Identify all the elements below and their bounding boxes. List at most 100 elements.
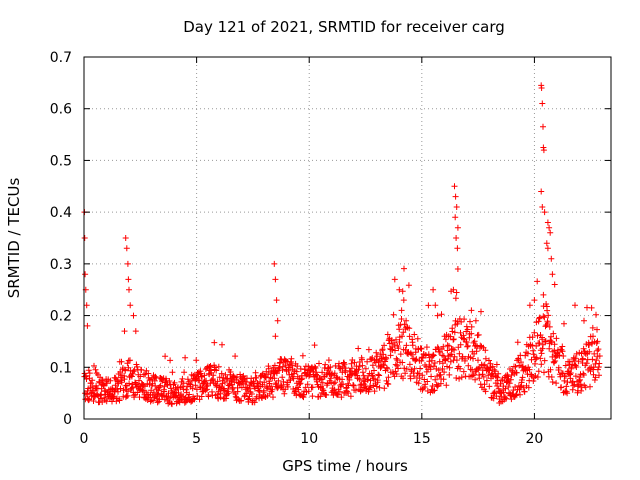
data-point <box>409 351 415 358</box>
data-point <box>346 376 353 383</box>
data-point <box>432 376 439 383</box>
data-point <box>564 379 571 386</box>
x-tick-label: 0 <box>80 431 89 447</box>
data-point <box>561 320 567 327</box>
data-point <box>197 370 204 377</box>
data-point <box>469 372 476 379</box>
data-point <box>330 380 337 387</box>
data-point <box>481 361 488 368</box>
data-point <box>461 316 468 323</box>
data-point <box>440 343 447 350</box>
data-point <box>580 372 587 378</box>
data-point <box>273 297 280 304</box>
data-point <box>464 343 471 350</box>
data-point <box>467 318 473 325</box>
data-point <box>446 364 453 371</box>
data-point <box>454 266 461 272</box>
data-point <box>453 204 460 210</box>
data-point <box>468 323 475 330</box>
data-point <box>414 335 421 342</box>
data-point <box>203 377 210 384</box>
data-point <box>439 365 446 372</box>
data-point <box>516 362 523 369</box>
data-point <box>96 378 103 385</box>
data-point <box>478 308 484 315</box>
data-point <box>542 338 549 344</box>
data-point <box>493 393 500 400</box>
data-point <box>403 317 410 324</box>
data-point <box>456 375 463 382</box>
data-point <box>238 397 245 404</box>
data-point <box>495 370 502 377</box>
data-point <box>544 245 551 252</box>
data-point <box>351 359 358 366</box>
data-point <box>198 393 205 400</box>
data-point <box>391 341 398 348</box>
data-point <box>513 391 520 398</box>
data-point <box>436 358 443 365</box>
data-point <box>400 375 406 382</box>
data-point <box>531 297 538 304</box>
data-point <box>123 245 130 252</box>
data-point <box>539 204 546 210</box>
data-point <box>369 372 376 379</box>
data-point <box>302 384 309 391</box>
data-point <box>328 371 335 378</box>
data-point <box>184 376 191 383</box>
data-point <box>544 320 551 326</box>
data-point <box>572 302 578 309</box>
data-point <box>547 229 554 236</box>
data-point <box>260 387 267 394</box>
data-point <box>541 209 548 216</box>
data-point <box>136 394 143 401</box>
data-point <box>251 399 258 406</box>
data-point <box>475 365 482 372</box>
data-point <box>419 355 426 361</box>
data-point <box>323 392 330 398</box>
data-point <box>549 379 556 385</box>
data-point <box>85 367 92 374</box>
data-point <box>381 385 388 392</box>
data-point <box>542 338 548 345</box>
data-point <box>336 388 343 395</box>
data-point <box>542 323 549 330</box>
data-point <box>468 307 475 314</box>
data-point <box>548 374 555 380</box>
data-point <box>549 271 556 278</box>
data-point <box>586 365 593 372</box>
data-point <box>347 393 354 400</box>
data-point <box>405 282 412 289</box>
data-point <box>551 341 558 348</box>
data-point <box>161 388 168 395</box>
data-point <box>92 366 99 373</box>
data-point <box>215 363 222 370</box>
data-point <box>582 384 589 391</box>
data-point <box>536 315 543 322</box>
data-point <box>534 278 541 285</box>
data-point <box>384 331 391 338</box>
data-point <box>297 380 304 387</box>
data-point <box>443 382 450 389</box>
data-point <box>517 383 524 390</box>
data-point <box>431 387 438 394</box>
data-point <box>265 371 272 378</box>
data-point <box>403 366 410 372</box>
data-point <box>586 341 593 348</box>
data-point <box>125 388 131 395</box>
data-point <box>311 342 318 349</box>
data-point <box>371 388 378 395</box>
data-point <box>392 347 398 354</box>
data-point <box>541 369 547 376</box>
data-point <box>424 378 431 385</box>
data-point <box>465 362 472 369</box>
data-point <box>369 362 376 369</box>
data-point <box>122 235 129 241</box>
data-point <box>581 317 587 324</box>
data-point <box>453 235 460 241</box>
data-point <box>458 374 465 381</box>
data-point <box>526 366 533 373</box>
data-point <box>279 363 286 370</box>
data-point <box>169 401 175 408</box>
data-point <box>464 342 471 349</box>
data-point <box>278 383 285 390</box>
